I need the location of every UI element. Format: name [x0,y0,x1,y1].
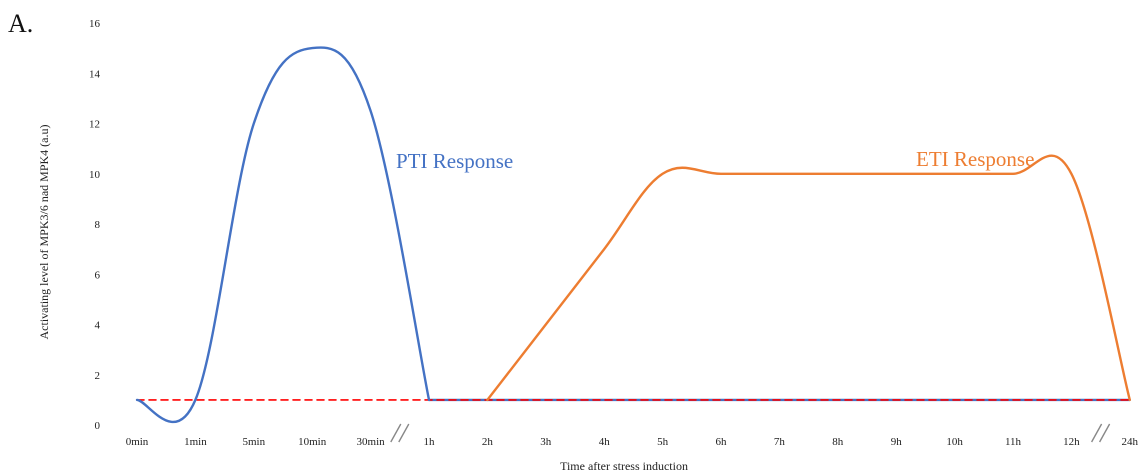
series-label: PTI Response [396,149,513,173]
series-label: ETI Response [916,147,1034,171]
axis-break-mark [398,423,410,443]
y-axis-ticks: 0 2 4 6 8 10 12 14 16 [89,18,101,432]
panel-label: A. [8,9,33,38]
y-tick-label: 10 [89,169,101,181]
axis-breaks [390,423,1111,443]
y-tick-label: 16 [89,18,101,30]
y-tick-label: 14 [89,68,101,80]
x-tick-label: 24h [1122,436,1139,448]
y-tick-label: 8 [95,219,101,231]
y-tick-label: 0 [95,420,101,432]
series-lines [135,46,1131,424]
x-tick-label: 4h [599,436,611,448]
x-tick-label: 1min [184,436,207,448]
axis-break-mark [1090,423,1103,443]
x-tick-label: 11h [1005,436,1022,448]
x-tick-label: 7h [774,436,786,448]
x-tick-label: 2h [482,436,494,448]
x-axis-ticks: 0min 1min 5min 10min 30min 1h 2h 3h 4h 5h 6h 7h 8h 9h… [126,436,1139,448]
x-tick-label: 3h [540,436,552,448]
y-tick-label: 6 [95,269,101,281]
x-tick-label: 9h [891,436,903,448]
series-line-pti-response [135,46,431,424]
x-tick-label: 8h [832,436,844,448]
axis-break-mark [1098,423,1111,443]
x-tick-label: 6h [716,436,728,448]
x-tick-label: 0min [126,436,149,448]
y-tick-label: 4 [95,320,101,332]
x-axis-title: Time after stress induction [560,459,688,473]
series-labels: PTI Response ETI Response [396,147,1034,173]
x-tick-label: 30min [357,436,386,448]
x-tick-label: 1h [424,436,436,448]
x-tick-label: 10h [946,436,963,448]
series-line-eti-response [486,154,1131,402]
axis-break-mark [390,423,402,443]
x-tick-label: 5h [657,436,669,448]
x-tick-label: 10min [298,436,327,448]
x-tick-label: 12h [1063,436,1080,448]
y-tick-label: 2 [95,370,101,382]
y-axis-title: Activating level of MPK3/6 nad MPK4 (a.u… [37,125,51,340]
y-tick-label: 12 [89,119,100,131]
x-tick-label: 5min [242,436,265,448]
